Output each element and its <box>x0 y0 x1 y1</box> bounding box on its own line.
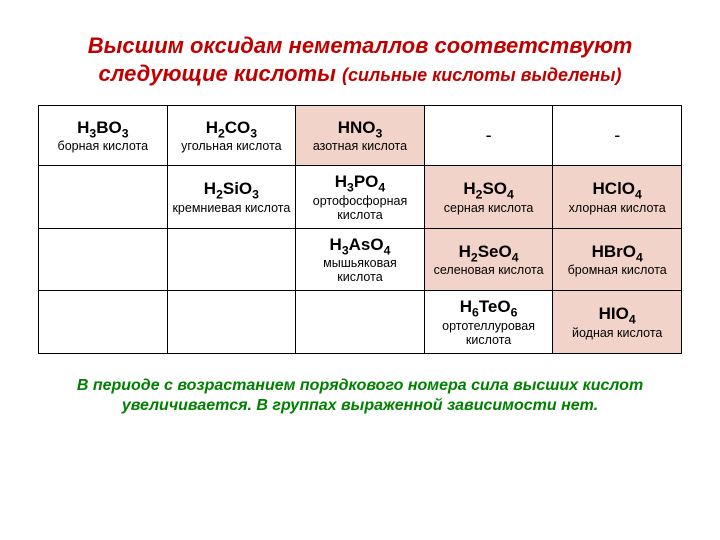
acid-formula: H2SeO4 <box>429 242 549 262</box>
table-cell: H2CO3угольная кислота <box>167 106 296 166</box>
table-cell: H2SiO3 кремниевая кислота <box>167 166 296 229</box>
acid-name: ортотеллуровая кислота <box>429 319 549 347</box>
table-cell <box>39 291 168 354</box>
table-cell <box>167 228 296 291</box>
table-cell: - <box>553 106 682 166</box>
acid-formula: H2SiO3 <box>172 179 292 199</box>
acid-name: азотная кислота <box>300 139 420 153</box>
acid-name: кремниевая кислота <box>172 201 292 215</box>
table-cell <box>39 166 168 229</box>
acid-formula: H6TeO6 <box>429 297 549 317</box>
acid-formula: H3BO3 <box>43 118 163 138</box>
acid-name: хлорная кислота <box>557 201 677 215</box>
title-line-2a: следующие кислоты <box>99 61 342 86</box>
table-cell <box>39 228 168 291</box>
dash-placeholder: - <box>486 125 492 145</box>
title-line-1: Высшим оксидам неметаллов соответствуют <box>88 33 633 58</box>
footer-line-1: В периоде с возрастанием порядкового ном… <box>77 377 643 394</box>
acid-formula: HClO4 <box>557 179 677 199</box>
table-cell: HNO3азотная кислота <box>296 106 425 166</box>
table-cell <box>296 291 425 354</box>
table-cell: HIO4 йодная кислота <box>553 291 682 354</box>
table-cell: H6TeO6ортотеллуровая кислота <box>424 291 553 354</box>
table-cell: H3PO4ортофосфорная кислота <box>296 166 425 229</box>
table-cell: H2SO4 серная кислота <box>424 166 553 229</box>
table-cell: HBrO4бромная кислота <box>553 228 682 291</box>
acid-name: угольная кислота <box>172 139 292 153</box>
table-row: H3BO3борная кислотаH2CO3угольная кислота… <box>39 106 682 166</box>
acid-formula: H3PO4 <box>300 172 420 192</box>
acid-name: ортофосфорная кислота <box>300 194 420 222</box>
title-line-2b: (сильные кислоты выделены) <box>342 65 621 85</box>
acid-formula: HIO4 <box>557 304 677 324</box>
table-cell <box>167 291 296 354</box>
acid-name: борная кислота <box>43 139 163 153</box>
table-cell: H3AsO4мышьяковая кислота <box>296 228 425 291</box>
acid-name: селеновая кислота <box>429 263 549 277</box>
page-footer: В периоде с возрастанием порядкового ном… <box>38 376 682 418</box>
table-cell: H2SeO4селеновая кислота <box>424 228 553 291</box>
acids-table: H3BO3борная кислотаH2CO3угольная кислота… <box>38 105 682 354</box>
table-row: H2SiO3 кремниевая кислота H3PO4ортофосфорн… <box>39 166 682 229</box>
acid-formula: H2SO4 <box>429 179 549 199</box>
acid-formula: HNO3 <box>300 118 420 138</box>
acid-name: бромная кислота <box>557 263 677 277</box>
acid-formula: H3AsO4 <box>300 235 420 255</box>
acid-name: йодная кислота <box>557 326 677 340</box>
table-row: H3AsO4мышьяковая кислотаH2SeO4селеновая … <box>39 228 682 291</box>
table-cell: HClO4 хлорная кислота <box>553 166 682 229</box>
acid-formula: H2CO3 <box>172 118 292 138</box>
table-cell: H3BO3борная кислота <box>39 106 168 166</box>
acid-name: мышьяковая кислота <box>300 256 420 284</box>
acid-formula: HBrO4 <box>557 242 677 262</box>
acid-name: серная кислота <box>429 201 549 215</box>
table-cell: - <box>424 106 553 166</box>
footer-line-2: увеличивается. В группах выраженной зави… <box>122 397 598 414</box>
page-title: Высшим оксидам неметаллов соответствуют … <box>38 32 682 87</box>
table-row: H6TeO6ортотеллуровая кислотаHIO4йодная к… <box>39 291 682 354</box>
dash-placeholder: - <box>614 125 620 145</box>
